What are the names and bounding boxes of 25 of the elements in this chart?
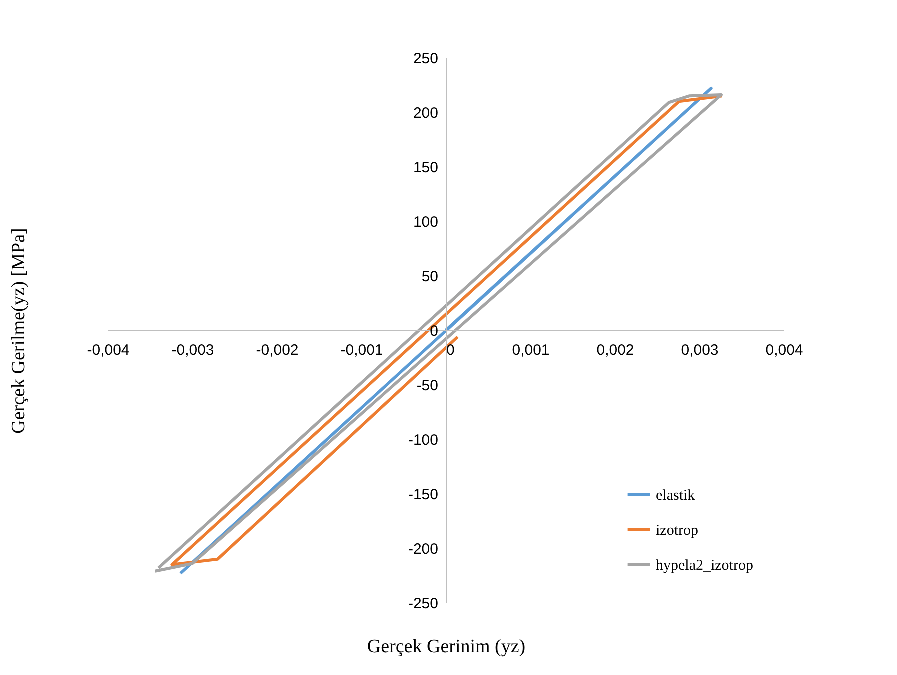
y-tick-label: 50 bbox=[422, 268, 438, 286]
y-axis-title: Gerçek Gerilme(yz) [MPa] bbox=[8, 228, 30, 434]
y-tick-label: 100 bbox=[413, 214, 438, 231]
legend-label: izotrop bbox=[656, 523, 698, 539]
y-tick-label: -100 bbox=[408, 432, 438, 449]
x-tick-label: -0,002 bbox=[256, 342, 299, 359]
y-tick-label: -150 bbox=[408, 486, 438, 504]
x-tick-label: 0,001 bbox=[512, 342, 550, 359]
y-tick-label: 0 bbox=[430, 323, 438, 340]
x-tick-label: 0,003 bbox=[681, 342, 719, 359]
y-tick-label: 250 bbox=[413, 50, 438, 68]
x-tick-label: 0,002 bbox=[596, 342, 634, 359]
y-tick-label: -200 bbox=[408, 541, 438, 558]
x-tick-label: -0,001 bbox=[340, 342, 384, 359]
x-axis-title: Gerçek Gerinim (yz) bbox=[367, 636, 526, 658]
y-tick-label: -250 bbox=[408, 596, 438, 612]
legend-label: hypela2_izotrop bbox=[656, 558, 754, 574]
legend-label: elastik bbox=[656, 488, 696, 504]
x-tick-label: -0,003 bbox=[172, 342, 214, 359]
x-tick-label: 0 bbox=[446, 342, 455, 359]
x-tick-label: 0,004 bbox=[766, 342, 804, 359]
y-tick-label: -50 bbox=[416, 378, 438, 394]
x-tick-label: -0,004 bbox=[87, 342, 130, 359]
y-tick-label: 150 bbox=[413, 160, 438, 176]
y-tick-label: 200 bbox=[413, 105, 438, 122]
